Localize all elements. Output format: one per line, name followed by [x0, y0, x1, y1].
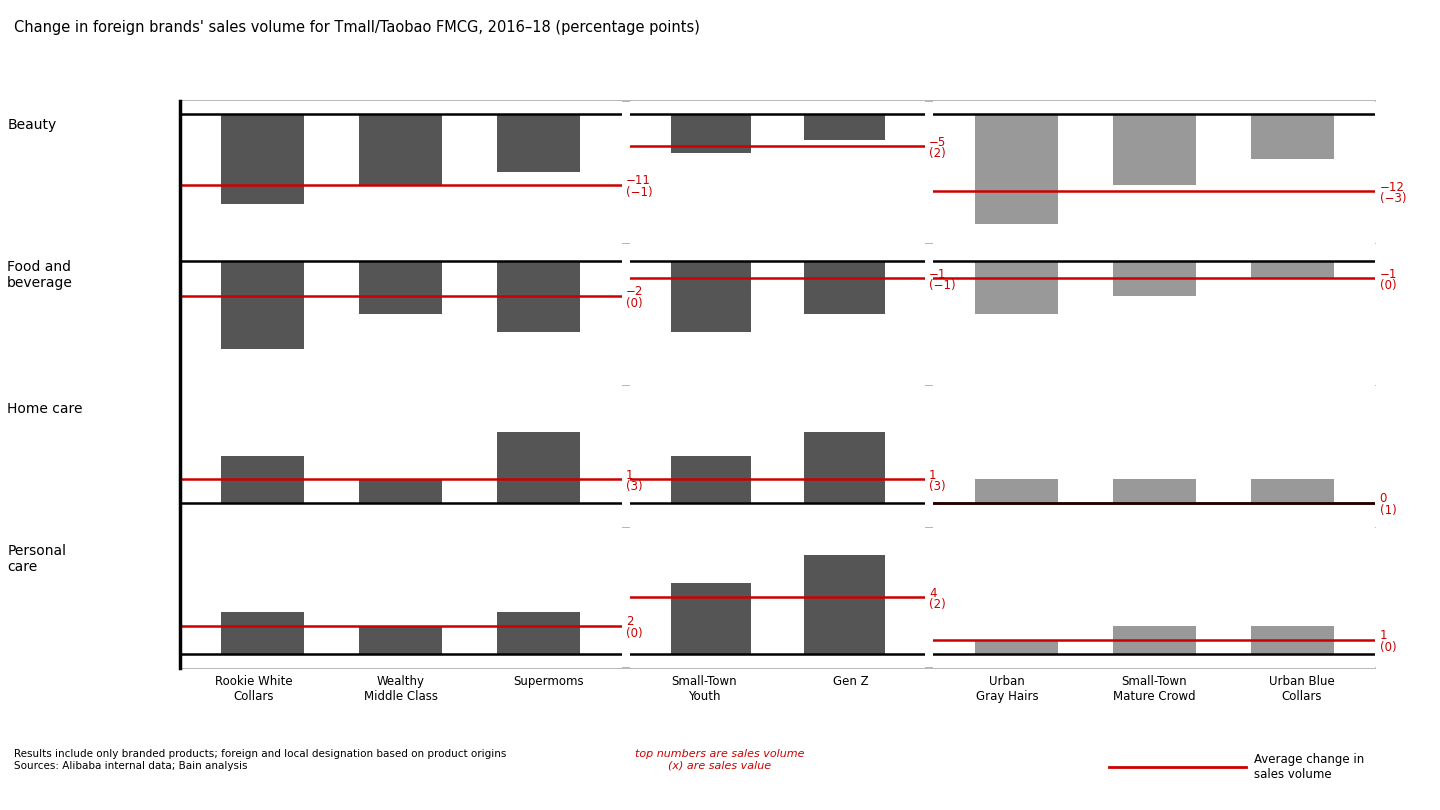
Text: Food and
beverage: Food and beverage [7, 260, 73, 290]
Text: Gen Z: Gen Z [834, 675, 868, 688]
Bar [222, 455, 304, 503]
Text: Wealthy
Middle Class: Wealthy Middle Class [364, 675, 438, 703]
Bar [360, 480, 442, 503]
Text: Change in foreign brands' sales volume for Tmall/Taobao FMCG, 2016–18 (percentag: Change in foreign brands' sales volume f… [14, 20, 700, 36]
Text: (2): (2) [929, 599, 946, 612]
Bar [497, 432, 580, 503]
Text: 1: 1 [626, 468, 634, 481]
Text: −2: −2 [626, 285, 644, 298]
Bar [1113, 480, 1195, 503]
Bar [1251, 114, 1333, 160]
Bar [805, 432, 884, 503]
Text: (3): (3) [929, 480, 946, 493]
Text: Supermoms: Supermoms [513, 675, 583, 688]
Text: (0): (0) [626, 627, 642, 640]
Bar [805, 114, 884, 140]
Bar [1113, 114, 1195, 185]
Bar [1251, 480, 1333, 503]
Bar [497, 114, 580, 173]
Text: (−3): (−3) [1380, 192, 1405, 205]
Text: 0: 0 [1380, 492, 1387, 505]
Text: (−1): (−1) [626, 185, 652, 199]
Text: Results include only branded products; foreign and local designation based on pr: Results include only branded products; f… [14, 749, 507, 771]
Bar [671, 455, 750, 503]
Text: −1: −1 [1380, 268, 1397, 281]
Text: Urban Blue
Collars: Urban Blue Collars [1269, 675, 1335, 703]
Bar [975, 114, 1058, 224]
Text: −11: −11 [626, 174, 651, 187]
Bar [360, 114, 442, 185]
Text: (3): (3) [626, 480, 642, 493]
Bar [360, 261, 442, 314]
Bar [222, 612, 304, 654]
Text: 1: 1 [1380, 629, 1387, 642]
Bar [671, 114, 750, 153]
Text: Backbone: Backbone [351, 73, 451, 91]
Bar [805, 555, 884, 654]
Bar [975, 261, 1058, 314]
Bar [497, 261, 580, 331]
Bar [222, 261, 304, 349]
Text: Personal
care: Personal care [7, 544, 66, 573]
Text: Average change in
sales volume: Average change in sales volume [1254, 753, 1365, 781]
Bar [1113, 261, 1195, 296]
Bar [1251, 261, 1333, 279]
Text: Beauty: Beauty [7, 118, 56, 132]
Text: (−1): (−1) [929, 279, 956, 292]
Bar [497, 612, 580, 654]
Bar [975, 640, 1058, 654]
Text: 2: 2 [626, 615, 634, 628]
Bar [671, 261, 750, 331]
Text: (0): (0) [626, 297, 642, 310]
Text: 4: 4 [929, 586, 936, 599]
Text: (1): (1) [1380, 504, 1397, 517]
Text: top numbers are sales volume
(x) are sales value: top numbers are sales volume (x) are sal… [635, 749, 805, 771]
Text: (2): (2) [929, 147, 946, 160]
Bar [1113, 625, 1195, 654]
Text: Small-Town
Mature Crowd: Small-Town Mature Crowd [1113, 675, 1195, 703]
Bar [1251, 625, 1333, 654]
Text: −5: −5 [929, 135, 946, 149]
Text: −1: −1 [929, 268, 946, 281]
Text: New Power: New Power [721, 73, 834, 91]
Text: Small-Town
Youth: Small-Town Youth [671, 675, 737, 703]
Text: 1: 1 [929, 468, 936, 481]
Bar [671, 583, 750, 654]
Text: (0): (0) [1380, 279, 1397, 292]
Text: Urban
Gray Hairs: Urban Gray Hairs [976, 675, 1038, 703]
Text: Home care: Home care [7, 402, 82, 416]
Bar [975, 480, 1058, 503]
Bar [222, 114, 304, 204]
Text: Blue Ocean: Blue Ocean [1097, 73, 1211, 91]
Bar [805, 261, 884, 314]
Text: −12: −12 [1380, 181, 1404, 194]
Text: Rookie White
Collars: Rookie White Collars [215, 675, 292, 703]
Bar [360, 625, 442, 654]
Text: (0): (0) [1380, 641, 1397, 654]
